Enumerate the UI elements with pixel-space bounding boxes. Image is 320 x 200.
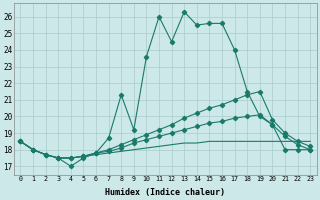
X-axis label: Humidex (Indice chaleur): Humidex (Indice chaleur) xyxy=(105,188,225,197)
